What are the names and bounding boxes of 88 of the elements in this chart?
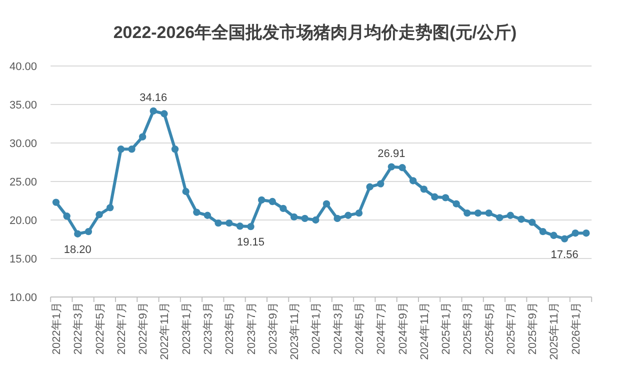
y-tick-label: 10.00 xyxy=(9,292,37,304)
x-tick-label: 2022年7月 xyxy=(116,302,128,355)
point xyxy=(474,209,482,217)
point xyxy=(550,232,558,239)
x-tick-label: 2025年9月 xyxy=(527,302,540,355)
x-tick-label: 2025年11月 xyxy=(548,302,561,360)
point xyxy=(420,186,428,193)
x-tick-label: 2024年5月 xyxy=(354,302,366,355)
point xyxy=(388,163,396,170)
point xyxy=(322,200,330,208)
x-tick-label: 2022年5月 xyxy=(94,302,106,355)
x-tick-label: 2023年5月 xyxy=(224,302,236,355)
data-label: 26.91 xyxy=(378,148,406,160)
point xyxy=(560,235,568,242)
x-tick-label: 2024年9月 xyxy=(397,302,410,355)
point xyxy=(506,212,514,219)
point xyxy=(442,194,450,202)
y-tick-label: 40.00 xyxy=(9,61,37,73)
x-tick-label: 2023年1月 xyxy=(180,302,193,355)
x-tick-label: 2024年7月 xyxy=(376,302,388,355)
point xyxy=(52,198,60,206)
y-tick-label: 15.00 xyxy=(9,254,37,266)
point xyxy=(355,209,363,217)
x-tick-label: 2023年3月 xyxy=(202,302,214,355)
x-tick-label: 2026年1月 xyxy=(570,302,582,355)
point xyxy=(236,222,244,230)
point xyxy=(366,183,374,190)
point xyxy=(572,229,579,237)
point xyxy=(268,198,276,206)
data-label: 19.15 xyxy=(237,236,265,249)
point xyxy=(409,177,417,184)
point xyxy=(214,219,222,227)
point xyxy=(398,164,406,172)
point xyxy=(138,133,146,140)
point xyxy=(182,188,190,196)
x-tick-label: 2025年3月 xyxy=(462,302,474,355)
point xyxy=(377,180,384,188)
x-tick-label: 2022年11月 xyxy=(159,302,172,360)
y-tick-label: 20.00 xyxy=(9,215,37,227)
point xyxy=(582,229,590,237)
x-tick-label: 2022年3月 xyxy=(72,302,85,355)
x-tick-label: 2025年1月 xyxy=(440,302,453,355)
x-tick-label: 2023年9月 xyxy=(267,302,280,355)
x-tick-label: 2024年11月 xyxy=(418,302,431,360)
point xyxy=(431,193,438,200)
point xyxy=(96,211,103,218)
x-tick-label: 2024年1月 xyxy=(310,302,323,355)
y-tick-label: 35.00 xyxy=(9,100,37,112)
data-label: 17.56 xyxy=(550,248,578,261)
point xyxy=(150,107,157,115)
point xyxy=(496,214,504,222)
point xyxy=(171,146,179,153)
x-tick-label: 2024年3月 xyxy=(332,302,344,355)
point xyxy=(258,196,266,204)
point xyxy=(226,219,233,227)
point xyxy=(204,212,212,219)
data-label: 18.20 xyxy=(64,244,92,256)
point xyxy=(193,208,200,216)
point xyxy=(334,214,341,222)
point xyxy=(344,212,352,219)
point xyxy=(528,218,536,226)
point xyxy=(539,228,547,236)
point xyxy=(464,209,471,217)
y-tick-label: 30.00 xyxy=(9,138,37,150)
point xyxy=(84,228,92,236)
point xyxy=(63,212,70,220)
point xyxy=(290,213,298,221)
x-tick-label: 2022年1月 xyxy=(51,302,64,355)
x-tick-label: 2022年9月 xyxy=(138,302,150,355)
y-tick-label: 25.00 xyxy=(9,176,37,188)
point xyxy=(128,146,136,153)
point xyxy=(74,230,82,238)
point xyxy=(280,204,287,212)
point xyxy=(301,214,308,222)
point xyxy=(312,216,320,224)
data-label: 34.16 xyxy=(140,92,168,104)
point xyxy=(106,204,114,212)
x-tick-label: 2023年11月 xyxy=(289,302,302,360)
x-tick-label: 2023年7月 xyxy=(246,302,258,355)
point xyxy=(160,110,168,118)
point xyxy=(452,200,460,208)
point xyxy=(485,209,492,217)
x-tick-label: 2025年7月 xyxy=(505,302,518,355)
point xyxy=(518,216,525,223)
point xyxy=(117,146,125,153)
chart-title: 2022-2026年全国批发市场猪肉月均价走势图(元/公斤) xyxy=(113,23,517,42)
point xyxy=(247,222,254,230)
x-tick-label: 2025年5月 xyxy=(484,302,496,355)
